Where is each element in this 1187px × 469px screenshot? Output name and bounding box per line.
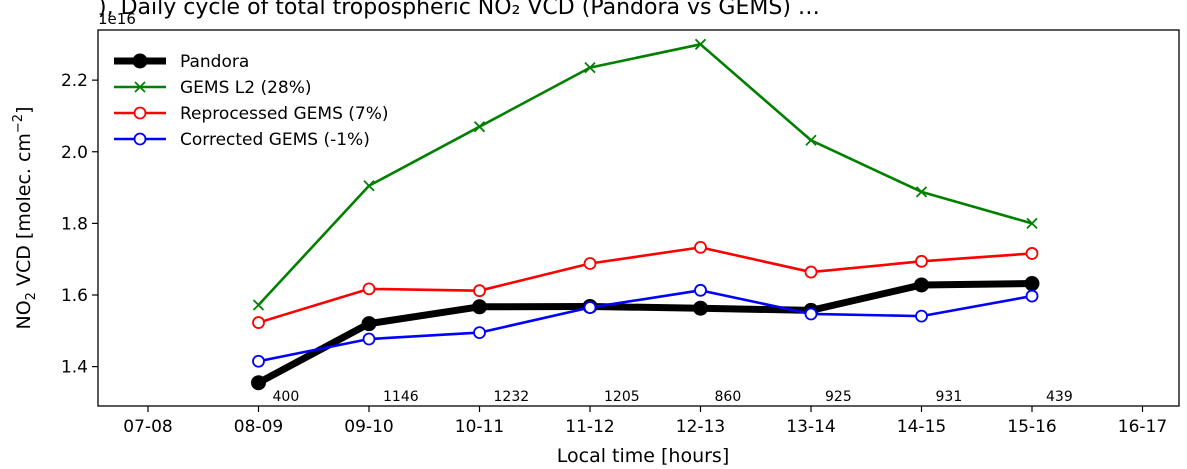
sample-count-label: 860 (715, 389, 742, 405)
legend-marker (132, 53, 148, 69)
legend-item: Reprocessed GEMS (7%) (114, 104, 389, 124)
legend: Pandora GEMS L2 (28%) Reprocessed GEMS (7%… (114, 52, 389, 150)
data-point (1025, 247, 1039, 260)
legend-marker (133, 106, 147, 120)
chart-title: ), Daily cycle of total tropospheric NO₂… (98, 0, 820, 20)
data-point (693, 300, 708, 316)
data-point (915, 309, 928, 323)
sample-count-label: 1232 (494, 389, 530, 405)
legend-marker (134, 81, 146, 93)
y-tick-label: 1.6 (61, 286, 88, 306)
series-line (257, 43, 1033, 306)
data-point (363, 180, 375, 192)
data-point (584, 61, 596, 74)
series-line (258, 289, 1033, 363)
legend-item: Corrected GEMS (-1%) (114, 130, 370, 150)
x-axis: 07-08 08-09 09-10 10-11 11-12 12-13 13-14 14-15… (123, 406, 1167, 437)
data-point (473, 326, 486, 339)
legend-label: Reprocessed GEMS (7%) (180, 104, 389, 124)
y-axis-label-sub: 2 (24, 292, 39, 300)
data-point (915, 254, 928, 268)
series-line (258, 246, 1033, 324)
data-point (583, 257, 597, 270)
data-point (914, 277, 929, 293)
data-point (804, 307, 818, 321)
x-tick-label: 10-11 (455, 417, 504, 437)
data-point (694, 283, 707, 297)
data-point (804, 265, 818, 279)
legend-label: Pandora (180, 52, 249, 72)
y-axis-label-end: ] (13, 106, 35, 113)
data-point (362, 332, 376, 346)
legend-item: GEMS L2 (28%) (114, 78, 312, 98)
data-point (473, 121, 486, 133)
sample-count-label: 439 (1046, 389, 1073, 405)
x-tick-label: 13-14 (786, 417, 835, 437)
y-tick-label: 1.4 (61, 358, 88, 378)
data-point (361, 316, 377, 332)
x-tick-label: 16-17 (1118, 417, 1167, 437)
x-tick-label: 11-12 (565, 417, 614, 437)
data-point (362, 282, 376, 296)
sample-count-label: 925 (825, 389, 852, 405)
y-axis-offset-label: 1e16 (98, 10, 136, 28)
series-0 (251, 276, 1040, 391)
data-point (251, 375, 266, 391)
legend-label: GEMS L2 (28%) (180, 78, 312, 98)
y-axis-label-sup: −2 (11, 114, 26, 133)
data-point (252, 354, 265, 368)
data-point (805, 134, 817, 146)
series-2 (252, 240, 1039, 329)
x-tick-label: 07-08 (123, 417, 172, 437)
sample-count-label: 931 (936, 389, 963, 405)
data-point (1024, 276, 1040, 292)
y-axis-label-rest: VCD [molec. cm (13, 133, 35, 292)
sample-count-label: 1146 (383, 389, 419, 405)
series-3 (252, 283, 1039, 368)
x-tick-label: 12-13 (676, 417, 725, 437)
x-tick-label: 08-09 (234, 417, 283, 437)
data-point (1026, 217, 1038, 230)
x-tick-label: 14-15 (897, 417, 946, 437)
legend-label: Corrected GEMS (-1%) (180, 130, 370, 150)
data-point (252, 316, 265, 329)
y-tick-label: 2.2 (61, 71, 88, 91)
plot-frame (97, 29, 1180, 407)
legend-item: Pandora (114, 52, 249, 72)
data-point (472, 299, 487, 315)
sample-count-label: 1205 (604, 389, 640, 405)
data-point (694, 38, 707, 50)
data-point (583, 301, 597, 314)
data-point (915, 186, 928, 198)
y-tick-label: 2.0 (61, 143, 88, 163)
y-axis-label-main: NO (13, 300, 35, 329)
plot-area (251, 38, 1040, 391)
x-tick-label: 15-16 (1007, 417, 1056, 437)
data-point (252, 299, 265, 311)
data-point (1025, 289, 1039, 303)
legend-marker (133, 132, 147, 146)
series-1 (252, 38, 1038, 311)
y-tick-label: 1.8 (61, 214, 88, 234)
y-axis-label: NO2 VCD [molec. cm−2] (11, 106, 39, 329)
sample-count-label: 400 (273, 389, 300, 405)
x-axis-label: Local time [hours] (557, 445, 730, 467)
series-line (256, 280, 1033, 386)
data-point (694, 240, 707, 254)
x-tick-label: 09-10 (344, 417, 393, 437)
data-point (473, 284, 486, 298)
y-axis: 1.4 1.6 1.8 2.0 2.2 (61, 71, 98, 378)
sample-counts: 400 1146 1232 1205 860 925 931 439 (273, 389, 1073, 405)
